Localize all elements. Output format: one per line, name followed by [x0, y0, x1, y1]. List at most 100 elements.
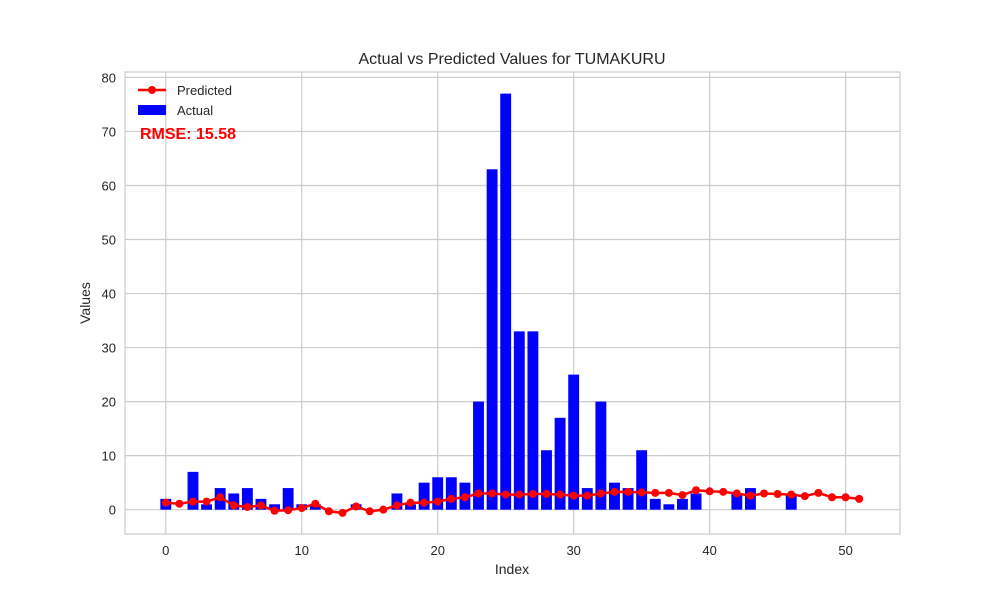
- predicted-point: [828, 493, 837, 502]
- predicted-point: [256, 501, 265, 510]
- bar-actual: [500, 93, 512, 510]
- predicted-point: [556, 490, 565, 499]
- predicted-point: [678, 491, 687, 500]
- predicted-point: [406, 498, 415, 507]
- bar-series-actual: [160, 93, 797, 510]
- y-tick-label: 70: [102, 124, 116, 139]
- predicted-point: [202, 497, 211, 506]
- predicted-point: [284, 506, 293, 515]
- y-tick-label: 40: [102, 287, 116, 302]
- y-axis-ticks: 0 10 20 30 40 50 60 70 80: [102, 70, 116, 517]
- legend: Predicted Actual: [138, 83, 232, 118]
- x-tick-label: 10: [295, 543, 309, 558]
- bar-actual: [690, 493, 702, 510]
- predicted-point: [624, 487, 633, 496]
- predicted-point: [569, 491, 578, 500]
- predicted-point: [229, 501, 238, 510]
- bar-actual: [609, 482, 620, 510]
- y-tick-label: 80: [102, 70, 116, 85]
- chart-title: Actual vs Predicted Values for TUMAKURU: [358, 51, 665, 68]
- predicted-point: [324, 507, 333, 516]
- predicted-point: [188, 497, 197, 506]
- bar-actual: [445, 477, 457, 510]
- predicted-line: [165, 488, 860, 515]
- bar-actual: [527, 331, 539, 510]
- y-tick-label: 30: [102, 341, 116, 356]
- line-series-predicted: [161, 486, 864, 517]
- predicted-point: [583, 491, 592, 500]
- x-tick-label: 30: [566, 543, 580, 558]
- y-axis-label: Values: [77, 282, 93, 324]
- predicted-point: [651, 488, 660, 497]
- predicted-point: [175, 499, 184, 508]
- bar-actual: [595, 401, 607, 510]
- predicted-point: [501, 490, 510, 499]
- predicted-point: [379, 505, 388, 514]
- predicted-point: [664, 488, 673, 497]
- bar-actual: [677, 498, 688, 510]
- predicted-point: [488, 489, 497, 498]
- y-tick-label: 60: [102, 178, 116, 193]
- predicted-point: [420, 498, 429, 507]
- predicted-point: [855, 494, 864, 503]
- bar-actual: [541, 450, 552, 510]
- predicted-point: [596, 489, 605, 498]
- y-tick-label: 0: [109, 503, 116, 518]
- bar-actual: [554, 417, 566, 510]
- predicted-point: [542, 490, 551, 499]
- bar-actual: [405, 504, 416, 510]
- bar-actual: [282, 488, 294, 510]
- predicted-point: [746, 491, 755, 500]
- predicted-point: [692, 486, 701, 495]
- bar-actual: [649, 498, 661, 510]
- bar-actual: [473, 401, 484, 510]
- predicted-point: [814, 488, 823, 497]
- bar-actual: [568, 374, 580, 510]
- predicted-point: [637, 488, 646, 497]
- predicted-point: [610, 487, 619, 496]
- predicted-point: [270, 506, 279, 515]
- bar-actual: [486, 169, 498, 510]
- bar-actual: [418, 482, 430, 510]
- x-tick-label: 0: [162, 543, 169, 558]
- predicted-point: [243, 502, 252, 511]
- plot-background: [124, 71, 901, 535]
- predicted-point: [338, 508, 347, 517]
- predicted-point: [760, 489, 769, 498]
- legend-actual-swatch: [138, 105, 166, 115]
- bar-actual: [513, 331, 525, 510]
- x-axis-label: Index: [495, 561, 529, 577]
- predicted-point: [787, 490, 796, 499]
- predicted-point: [800, 492, 809, 501]
- predicted-point: [392, 501, 401, 510]
- legend-predicted-marker: [148, 86, 156, 94]
- predicted-point: [352, 502, 361, 511]
- predicted-point: [841, 493, 850, 502]
- bar-actual: [241, 488, 253, 510]
- bar-actual: [187, 471, 199, 510]
- x-tick-label: 50: [838, 543, 852, 558]
- predicted-point: [365, 507, 374, 516]
- rmse-annotation: RMSE: 15.58: [140, 126, 236, 143]
- bar-actual: [201, 504, 213, 510]
- predicted-point: [705, 487, 714, 496]
- bar-actual: [622, 488, 634, 510]
- predicted-point: [433, 497, 442, 506]
- grid: [125, 72, 900, 534]
- x-axis-ticks: 0 10 20 30 40 50: [162, 543, 853, 558]
- x-tick-label: 40: [702, 543, 716, 558]
- predicted-point: [773, 490, 782, 499]
- bar-actual: [432, 477, 444, 510]
- predicted-point: [297, 504, 306, 513]
- y-tick-label: 20: [102, 395, 116, 410]
- predicted-point: [447, 494, 456, 503]
- legend-actual-label: Actual: [177, 103, 213, 118]
- predicted-point: [528, 490, 537, 499]
- bar-actual: [663, 504, 675, 510]
- bar-actual: [636, 450, 648, 510]
- predicted-point: [474, 489, 483, 498]
- predicted-point: [515, 490, 524, 499]
- bar-actual: [785, 493, 797, 510]
- predicted-point: [161, 498, 170, 507]
